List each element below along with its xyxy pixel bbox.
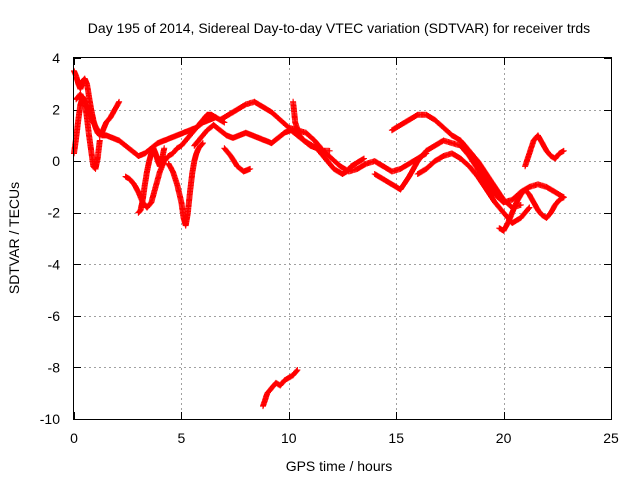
series-arc-15 — [522, 132, 567, 170]
series-arc-6 — [165, 140, 206, 229]
series-arc-5 — [135, 145, 168, 216]
y-tick-label: 4 — [52, 50, 60, 66]
series-arc-14 — [496, 186, 567, 234]
series-arc-8 — [217, 98, 430, 175]
x-tick-label: 25 — [603, 430, 619, 446]
y-tick-label: -6 — [48, 308, 61, 324]
x-tick-labels: 0 5 10 15 20 25 — [70, 430, 619, 446]
series-arc-16 — [260, 367, 301, 410]
x-tick-label: 15 — [388, 430, 404, 446]
x-tick-label: 10 — [281, 430, 297, 446]
series-arc-9 — [221, 145, 254, 175]
plot-frame — [73, 57, 612, 420]
y-tick-label: -8 — [48, 359, 61, 375]
grid — [74, 58, 611, 419]
series-arc-12 — [388, 111, 524, 211]
y-tick-label: 0 — [52, 153, 60, 169]
y-tick-label: -4 — [48, 256, 61, 272]
y-tick-labels: -10 -8 -6 -4 -2 0 2 4 — [40, 50, 60, 427]
chart-title: Day 195 of 2014, Sidereal Day-to-day VTE… — [88, 20, 590, 36]
y-axis-label: SDTVAR / TECUs — [6, 182, 22, 294]
y-tick-label: 2 — [52, 102, 60, 118]
y-tick-label: -2 — [48, 205, 61, 221]
x-tick-label: 20 — [496, 430, 512, 446]
series-group — [71, 67, 567, 410]
series-arc-10 — [290, 98, 367, 177]
series-arc-11 — [371, 137, 567, 206]
series-arc-4 — [122, 111, 228, 211]
x-axis-label: GPS time / hours — [286, 458, 393, 474]
y-tick-label: -10 — [40, 411, 60, 427]
ticks — [74, 58, 612, 420]
x-tick-label: 5 — [178, 430, 186, 446]
series-arc-13 — [414, 150, 533, 226]
x-tick-label: 0 — [70, 430, 78, 446]
